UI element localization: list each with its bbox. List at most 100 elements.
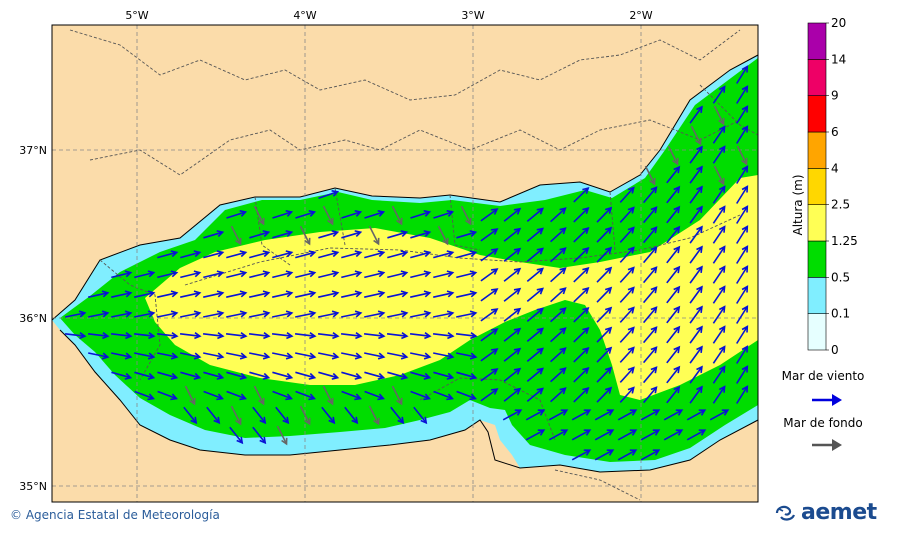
wave-arrow xyxy=(619,387,635,403)
wave-arrow xyxy=(318,251,338,259)
wave-arrow xyxy=(736,166,748,184)
wave-arrow xyxy=(667,145,679,165)
wave-arrow-head xyxy=(741,105,749,113)
wave-arrow xyxy=(111,312,131,318)
wave-arrow xyxy=(249,292,269,298)
wave-arrow xyxy=(525,429,545,441)
wave-arrow xyxy=(410,371,430,379)
wave-arrow-head xyxy=(559,307,567,315)
wave-arrow-head xyxy=(263,332,271,340)
wave-arrow-head xyxy=(354,290,363,298)
wave-arrow xyxy=(550,287,566,303)
wave-arrow xyxy=(88,312,108,318)
wave-arrow-head xyxy=(650,386,658,394)
wave-arrow-head xyxy=(170,310,179,318)
wave-arrow-head xyxy=(469,352,478,360)
wave-arrow-head xyxy=(259,436,267,445)
wave-arrow-head xyxy=(513,327,522,335)
wave-arrow xyxy=(456,352,476,358)
wave-arrow-head xyxy=(216,393,224,401)
wave-arrow-head xyxy=(582,306,590,315)
wave-arrow xyxy=(134,271,154,279)
wave-arrow xyxy=(410,352,430,358)
wave-arrow-head xyxy=(696,225,703,234)
wave-arrow-head xyxy=(741,165,749,173)
wave-arrow-head xyxy=(170,372,179,380)
wave-arrow-head xyxy=(216,352,225,360)
wave-arrow-head xyxy=(582,326,590,335)
wave-arrow-head xyxy=(741,285,749,293)
wave-arrow xyxy=(226,312,246,318)
wave-arrow-head xyxy=(400,250,409,258)
wave-arrow xyxy=(480,308,498,322)
wave-arrow xyxy=(503,268,521,282)
wave-arrow xyxy=(686,409,706,421)
wave-arrow xyxy=(690,125,702,145)
wave-arrow xyxy=(341,292,361,298)
wave-arrow xyxy=(318,333,338,337)
wave-arrow-head xyxy=(582,346,590,355)
wave-arrow-head xyxy=(240,332,248,340)
wave-arrow-head xyxy=(604,226,613,234)
wave-arrow-head xyxy=(718,177,725,186)
wave-arrow-head xyxy=(465,217,472,226)
wave-arrow-head xyxy=(377,352,386,360)
wave-arrow-head xyxy=(650,286,658,294)
wave-arrow xyxy=(596,367,612,383)
wave-arrow-head xyxy=(351,416,359,425)
wave-arrow xyxy=(134,312,154,318)
wave-arrow-head xyxy=(124,290,133,298)
wave-arrow xyxy=(180,292,200,298)
wave-arrow xyxy=(663,409,683,421)
wave-arrow-head xyxy=(147,270,156,278)
wave-arrow-head xyxy=(490,288,499,295)
wave-arrow xyxy=(111,371,131,379)
wave-arrow xyxy=(503,368,521,382)
wave-arrow xyxy=(157,312,177,318)
wave-arrow-head xyxy=(239,270,248,278)
wave-arrow-head xyxy=(627,226,635,234)
wave-arrow-head xyxy=(124,372,133,380)
wave-arrow xyxy=(134,371,154,379)
wave-arrow xyxy=(736,226,748,244)
wave-arrow xyxy=(364,251,384,259)
wave-arrow xyxy=(299,405,311,425)
wave-arrow xyxy=(689,286,703,304)
wave-arrow-head xyxy=(396,217,403,226)
wave-arrow xyxy=(642,186,658,204)
wave-arrow-head xyxy=(536,267,544,275)
wave-arrow-head xyxy=(304,237,311,246)
wave-arrow xyxy=(65,312,85,318)
wave-arrow xyxy=(252,426,266,444)
wave-arrow xyxy=(550,307,566,323)
wave-arrow xyxy=(203,352,223,358)
wave-arrow xyxy=(617,409,637,421)
wave-arrow xyxy=(322,385,334,405)
wave-arrow-head xyxy=(490,388,499,395)
wave-arrow xyxy=(295,371,315,379)
wave-arrow-head xyxy=(285,230,294,237)
wind-sea-label: Mar de viento xyxy=(782,369,865,383)
wave-arrow-head xyxy=(536,347,544,355)
wave-arrow-head xyxy=(262,250,271,258)
wave-arrow-head xyxy=(490,368,499,375)
wave-arrow xyxy=(249,312,269,318)
wave-arrow-head xyxy=(741,125,749,133)
wave-arrow xyxy=(526,247,544,263)
wave-arrow-head xyxy=(193,372,202,380)
wave-arrow xyxy=(272,292,292,298)
wave-arrow-head xyxy=(262,230,271,237)
wave-arrow-head xyxy=(193,290,202,298)
wave-arrow xyxy=(318,191,338,199)
wave-arrow xyxy=(387,312,407,318)
wave-arrow xyxy=(736,346,748,364)
wave-arrow-head xyxy=(147,352,156,360)
wave-arrow xyxy=(433,292,453,298)
wave-arrow-head xyxy=(536,307,544,315)
wave-arrow xyxy=(642,326,658,344)
wave-arrow xyxy=(642,366,658,384)
wave-arrow-head xyxy=(354,270,363,278)
wave-arrow-head xyxy=(652,409,661,416)
wave-arrow-head xyxy=(583,449,592,456)
wave-arrow xyxy=(642,226,658,244)
